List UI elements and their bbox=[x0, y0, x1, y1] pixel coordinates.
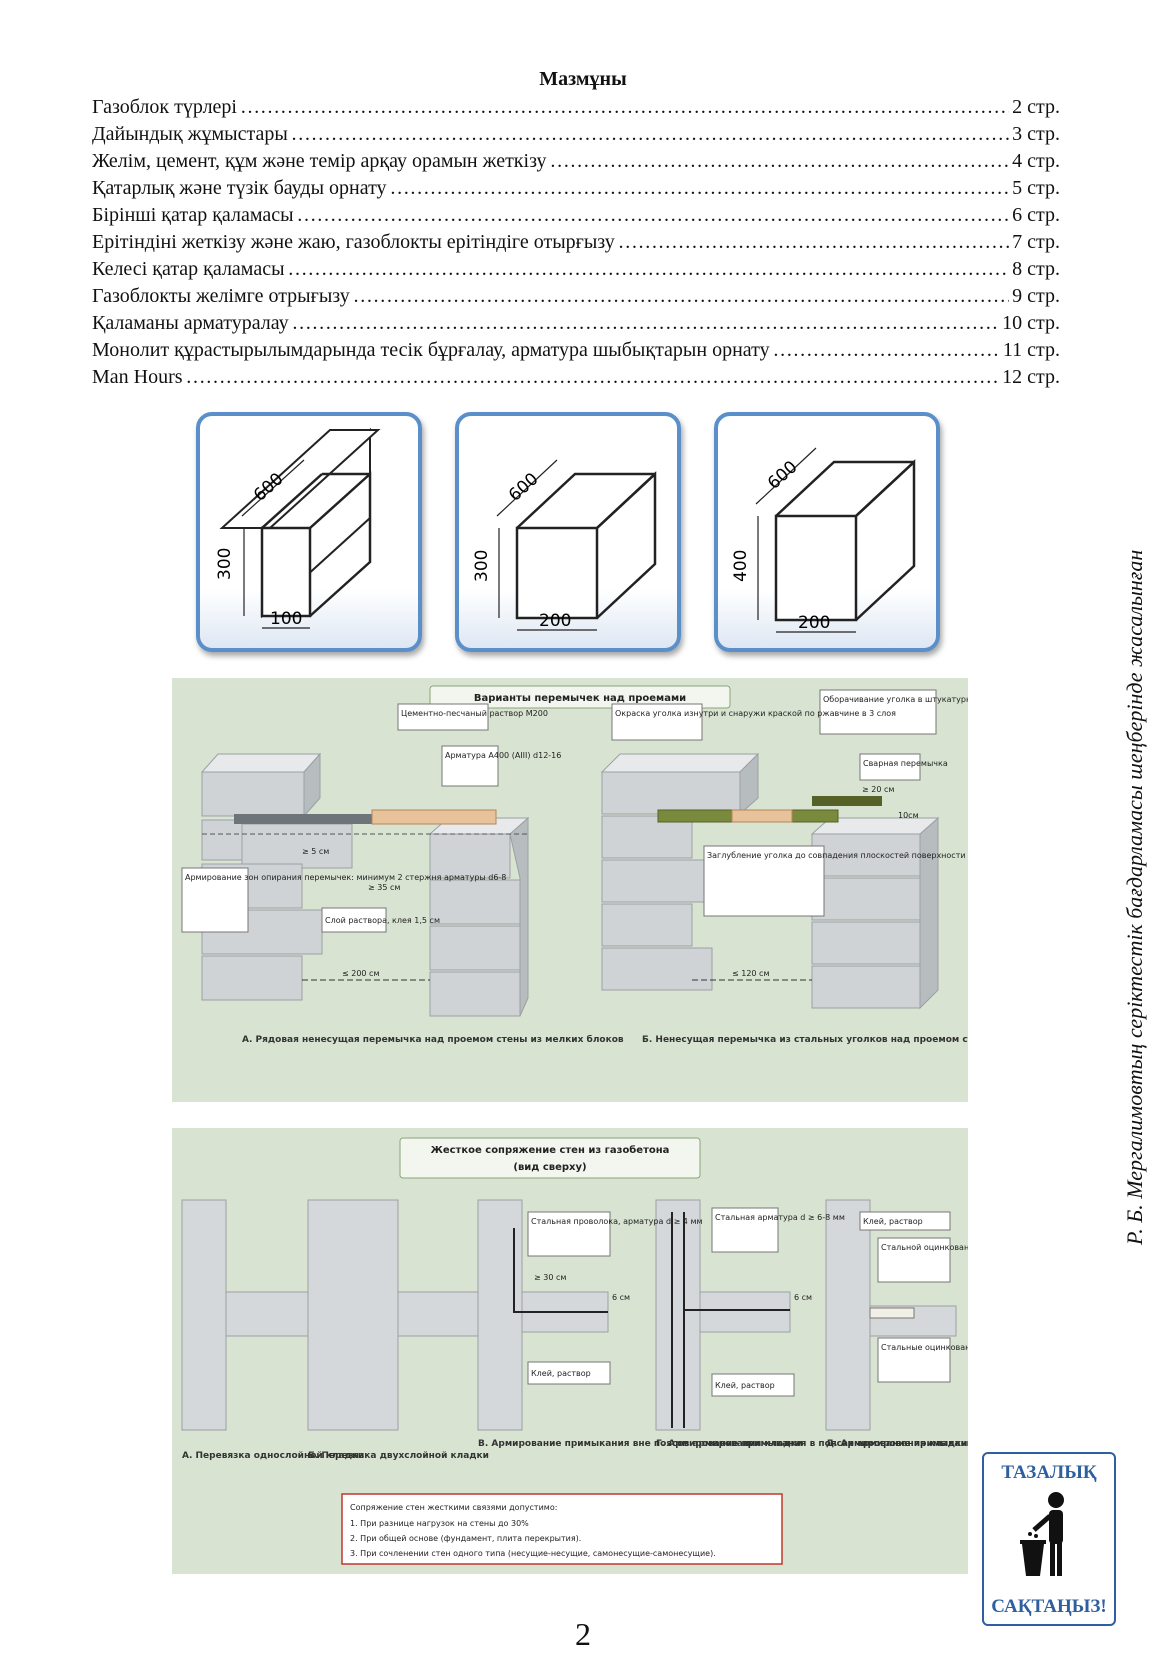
mortar-label: Цементно-песчаный раствор М200 bbox=[401, 709, 548, 718]
block-width-label: 200 bbox=[539, 611, 571, 631]
six-b-label: 6 см bbox=[794, 1293, 812, 1302]
toc-item-page: 7 стр. bbox=[1012, 231, 1060, 253]
toc-item-page: 2 стр. bbox=[1012, 96, 1060, 118]
mesh-label: Оборачивание уголка в штукатурную сетку … bbox=[823, 695, 968, 704]
span120-label: ≤ 120 см bbox=[732, 969, 770, 978]
gap10-label: 10см bbox=[898, 811, 919, 820]
toc-item-title: Бірінші қатар қаламасы bbox=[92, 204, 294, 226]
note-item: 3. При сочленении стен одного типа (несу… bbox=[350, 1549, 716, 1558]
toc-item-page: 3 стр. bbox=[1012, 123, 1060, 145]
toc-item[interactable]: Man Hours 12 стр. bbox=[92, 364, 1060, 391]
toc-item-title: Қатарлық және түзік бауды орнату bbox=[92, 177, 387, 199]
six-a-label: 6 см bbox=[612, 1293, 630, 1302]
gasblock-drawing-1: 300 100 600 bbox=[215, 427, 381, 629]
note-heading: Сопряжение стен жесткими связями допусти… bbox=[350, 1503, 557, 1512]
lintel-caption-b: Б. Ненесущая перемычка из стальных уголк… bbox=[642, 1034, 968, 1045]
overlap20-label: ≥ 20 см bbox=[862, 785, 894, 794]
toc-item-title: Дайындық жұмыстары bbox=[92, 123, 288, 145]
toc-item-title: Ерітіндіні жеткізу және жаю, газоблокты … bbox=[92, 231, 615, 253]
depth5-label: ≥ 5 см bbox=[302, 847, 329, 856]
wall-caption-a: А. Перевязка однослойной кладки bbox=[182, 1451, 364, 1461]
depth35-label: ≥ 35 см bbox=[368, 883, 400, 892]
wall-caption-e: Д. Армирование примыкания стальным уголк… bbox=[826, 1439, 968, 1449]
toc-item[interactable]: Келесі қатар қаламасы 8 стр. bbox=[92, 256, 1060, 283]
toc-item[interactable]: Қаламаны арматуралау 10 стр. bbox=[92, 310, 1060, 337]
toc-item[interactable]: Ерітіндіні жеткізу және жаю, газоблокты … bbox=[92, 229, 1060, 256]
side-credit-text: Р. Б. Мергалимовтың серіктестік бағдарла… bbox=[1122, 549, 1147, 1245]
lintel-figure: Варианты перемычек над проемами bbox=[172, 678, 968, 1102]
toc-item[interactable]: Дайындық жұмыстары 3 стр. bbox=[92, 121, 1060, 148]
glue-c-label: Клей, раствор bbox=[863, 1217, 923, 1226]
block-length-label: 600 bbox=[764, 457, 802, 494]
sign-top-text: ТАЗАЛЫҚ bbox=[1001, 1462, 1097, 1483]
gasblock-card-2: 300 200 600 bbox=[455, 412, 681, 652]
toc-item[interactable]: Газоблок түрлері 2 стр. bbox=[92, 94, 1060, 121]
block-width-label: 200 bbox=[798, 613, 830, 633]
lintel-diagram: Варианты перемычек над проемами bbox=[181, 685, 968, 1045]
rebar-label: Арматура А400 (AIII) d12-16 bbox=[445, 751, 561, 760]
lintel-figure-title: Варианты перемычек над проемами bbox=[474, 693, 686, 704]
nails-label: Стальные оцинкованные гвозди bbox=[881, 1343, 968, 1352]
paint-label: Окраска уголка изнутри и снаружи краской… bbox=[615, 709, 896, 718]
cleanliness-sign: ТАЗАЛЫҚ САҚТАҢЫЗ! bbox=[982, 1452, 1116, 1626]
toc-item-title: Монолит құрастырылымдарында тесік бұрғал… bbox=[92, 339, 770, 361]
gasblock-drawing-2: 300 200 600 bbox=[472, 459, 657, 631]
toc-item-title: Желім, цемент, құм және темір арқау орам… bbox=[92, 150, 547, 172]
block-height-label: 300 bbox=[472, 550, 492, 582]
note-item: 1. При разнице нагрузок на стены до 30% bbox=[350, 1519, 529, 1528]
reinforce-label: Армирование зон опирания перемычек: мини… bbox=[185, 873, 506, 882]
glue-b-label: Клей, раствор bbox=[715, 1381, 775, 1390]
block-width-label: 100 bbox=[270, 609, 302, 629]
block-length-label: 600 bbox=[505, 469, 542, 506]
toc-item-title: Келесі қатар қаламасы bbox=[92, 258, 285, 280]
wall-joint-diagram: Жесткое сопряжение стен из газобетона (в… bbox=[181, 1137, 968, 1565]
toc-item[interactable]: Желім, цемент, құм және темір арқау орам… bbox=[92, 148, 1060, 175]
toc-item-page: 9 стр. bbox=[1012, 285, 1060, 307]
toc-item-page: 5 стр. bbox=[1012, 177, 1060, 199]
wall-figure-title: Жесткое сопряжение стен из газобетона bbox=[431, 1144, 670, 1156]
rebar68-label: Стальная арматура d ≥ 6-8 мм bbox=[715, 1213, 845, 1222]
toc-item-page: 4 стр. bbox=[1012, 150, 1060, 172]
trash-person-icon bbox=[1020, 1492, 1064, 1576]
toc-item[interactable]: Монолит құрастырылымдарында тесік бұрғал… bbox=[92, 337, 1060, 364]
wall-figure-subtitle: (вид сверху) bbox=[513, 1162, 586, 1173]
toc-item-page: 11 стр. bbox=[1002, 339, 1060, 361]
wall-caption-b: Б. Перевязка двухслойной кладки bbox=[308, 1451, 489, 1461]
gasblock-drawing-3: 400 200 600 bbox=[731, 447, 916, 633]
sign-bottom-text: САҚТАҢЫЗ! bbox=[991, 1596, 1107, 1617]
toc-item-title: Man Hours bbox=[92, 366, 183, 388]
note-item: 2. При общей основе (фундамент, плита пе… bbox=[350, 1534, 581, 1543]
page-number: 2 bbox=[575, 1616, 591, 1652]
toc-item[interactable]: Газоблокты желімге отрығызу 9 стр. bbox=[92, 283, 1060, 310]
span200-label: ≤ 200 см bbox=[342, 969, 380, 978]
toc-item[interactable]: Қатарлық және түзік бауды орнату 5 стр. bbox=[92, 175, 1060, 202]
toc-item-page: 6 стр. bbox=[1012, 204, 1060, 226]
wall-caption-c: В. Армирование примыкания вне поясов арм… bbox=[478, 1439, 803, 1449]
min30-label: ≥ 30 см bbox=[534, 1273, 566, 1282]
toc-item-page: 12 стр. bbox=[1002, 366, 1060, 388]
toc-item-title: Газоблокты желімге отрығызу bbox=[92, 285, 350, 307]
toc-item-page: 10 стр. bbox=[1002, 312, 1060, 334]
gasblock-card-3: 400 200 600 bbox=[714, 412, 940, 652]
welded-label: Сварная перемычка bbox=[863, 759, 948, 768]
block-height-label: 400 bbox=[731, 550, 751, 582]
corner-label: Стальной оцинкованный уголок bbox=[881, 1243, 968, 1252]
wire-label: Стальная проволока, арматура d ≥ 4 мм bbox=[531, 1217, 703, 1226]
toc-item-title: Қаламаны арматуралау bbox=[92, 312, 289, 334]
glue-a-label: Клей, раствор bbox=[531, 1369, 591, 1378]
gasblock-card-1: 300 100 600 bbox=[196, 412, 422, 652]
block-height-label: 300 bbox=[215, 548, 235, 580]
toc-item-page: 8 стр. bbox=[1012, 258, 1060, 280]
lintel-caption-a: А. Рядовая ненесущая перемычка над проем… bbox=[242, 1034, 624, 1045]
embed-label: Заглубление уголка до совпадения плоскос… bbox=[707, 851, 968, 860]
wall-caption-d: Г. Армирование примыкания в поясах армир… bbox=[656, 1439, 967, 1449]
table-of-contents: Газоблок түрлері 2 стр. Дайындық жұмыстар… bbox=[92, 94, 1060, 391]
layer-label: Слой раствора, клея 1,5 см bbox=[325, 916, 440, 925]
toc-item[interactable]: Бірінші қатар қаламасы 6 стр. bbox=[92, 202, 1060, 229]
toc-title: Мазмұны bbox=[539, 68, 627, 90]
toc-item-title: Газоблок түрлері bbox=[92, 96, 237, 118]
wall-joint-figure: Жесткое сопряжение стен из газобетона (в… bbox=[172, 1128, 968, 1574]
